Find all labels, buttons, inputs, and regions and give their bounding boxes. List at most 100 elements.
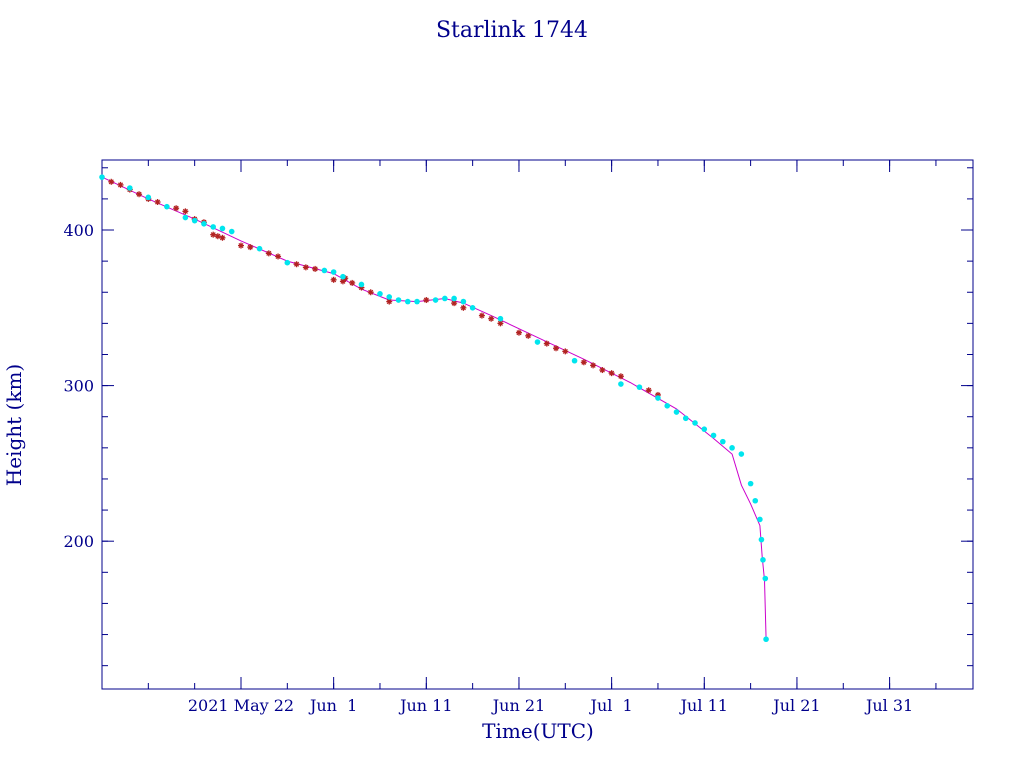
data-point-asterisk [293,261,300,268]
x-tick-label: Jul 31 [864,696,913,715]
data-point-dot [442,295,448,302]
data-point-asterisk [265,250,272,257]
data-point-dot [386,294,393,300]
data-point-asterisk [497,320,504,327]
data-point-dot [126,185,133,191]
x-tick-label: Jul 1 [589,696,633,715]
data-point-asterisk [645,387,652,394]
x-tick-label: Jun 1 [308,696,357,715]
data-point-asterisk [117,181,124,188]
x-tick-label: 2021 May 22 [188,696,294,715]
data-point-dot [763,636,769,643]
data-point-dot [228,228,235,235]
x-tick-label: Jun 21 [491,696,545,715]
data-point-dot [701,426,708,432]
data-point-dot [414,298,420,305]
data-point-asterisk [275,253,282,260]
data-point-dot [377,291,383,297]
data-point-dot [760,557,766,563]
data-point-asterisk [108,178,115,185]
data-point-dot [534,339,541,345]
data-point-dot [469,305,476,311]
x-axis-label: Time(UTC) [482,719,594,743]
axis-tick-labels: 200 300 400 2021 May 22 Jun 1 Jun 11 Jun 21 Jul… [63,221,913,715]
data-point-asterisk [599,367,606,374]
data-point-asterisk [543,340,550,347]
data-point-asterisk [330,276,337,283]
data-point-dot [497,315,504,322]
data-point-dot [182,214,189,221]
data-point-dot [673,409,680,415]
data-point-dot [664,403,671,409]
data-point-dot [618,381,624,387]
x-tick-label: Jul 11 [679,696,728,715]
data-point-dot [340,273,346,280]
data-point-dot [145,194,152,201]
data-point-asterisk [562,348,569,355]
data-point-dot [256,245,263,252]
data-point-asterisk [617,373,624,380]
data-point-asterisk [136,191,143,198]
data-point-asterisk [478,312,485,319]
data-point-asterisk [460,304,467,311]
data-point-asterisk [590,362,597,369]
data-point-dot [571,357,578,364]
data-point-dot [762,575,769,582]
data-point-dot [358,281,365,288]
data-point-asterisk [182,208,189,215]
data-point-dot [757,516,763,523]
x-tick-label: Jul 21 [771,696,820,715]
chart-title: Starlink 1744 [436,18,588,43]
data-point-dot [682,415,689,422]
plot-frame [101,159,974,690]
data-point-asterisk [302,264,309,271]
y-axis-label: Height (km) [2,364,26,486]
data-point-asterisk [488,315,495,322]
data-point-asterisk [367,289,374,296]
data-point-asterisk [349,279,356,286]
data-point-dot [738,451,745,457]
data-point-dot [752,497,759,504]
data-point-dot [636,384,643,390]
data-point-asterisk [312,265,319,272]
data-point-dot [164,203,170,210]
data-point-asterisk [247,244,254,251]
data-point-dot [460,298,467,305]
data-point-asterisk [515,329,522,336]
data-point-asterisk [423,297,430,304]
data-point-dot [99,174,105,180]
data-point-dot [692,420,698,426]
y-tick-label: 400 [63,221,94,240]
y-tick-label: 200 [63,532,94,551]
data-point-asterisk [210,231,217,238]
data-point-asterisk [219,234,226,241]
data-point-asterisk [608,370,615,377]
x-tick-label: Jun 11 [398,696,452,715]
data-point-asterisk [580,359,587,366]
data-point-asterisk [214,233,221,240]
data-point-dot [201,220,207,227]
data-point-dot [432,297,439,303]
data-point-asterisk [237,242,244,249]
data-point-dot [395,297,402,303]
data-point-dot [729,445,735,451]
data-point-dot [210,224,216,230]
data-point-dot [219,225,226,232]
data-point-dot [655,395,661,401]
axis-ticks [101,160,973,689]
data-point-asterisk [553,345,560,352]
data-point-dot [451,295,457,302]
y-tick-label: 300 [63,377,94,396]
data-point-dot [321,267,328,274]
data-points [99,174,769,643]
data-point-dot [710,432,717,439]
data-point-dot [191,217,198,224]
data-point-dot [284,259,291,266]
data-point-dot [330,269,337,275]
data-point-asterisk [525,332,532,339]
data-point-dot [758,536,765,543]
data-point-dot [720,438,726,445]
data-point-asterisk [386,298,393,305]
data-point-asterisk [173,205,180,212]
